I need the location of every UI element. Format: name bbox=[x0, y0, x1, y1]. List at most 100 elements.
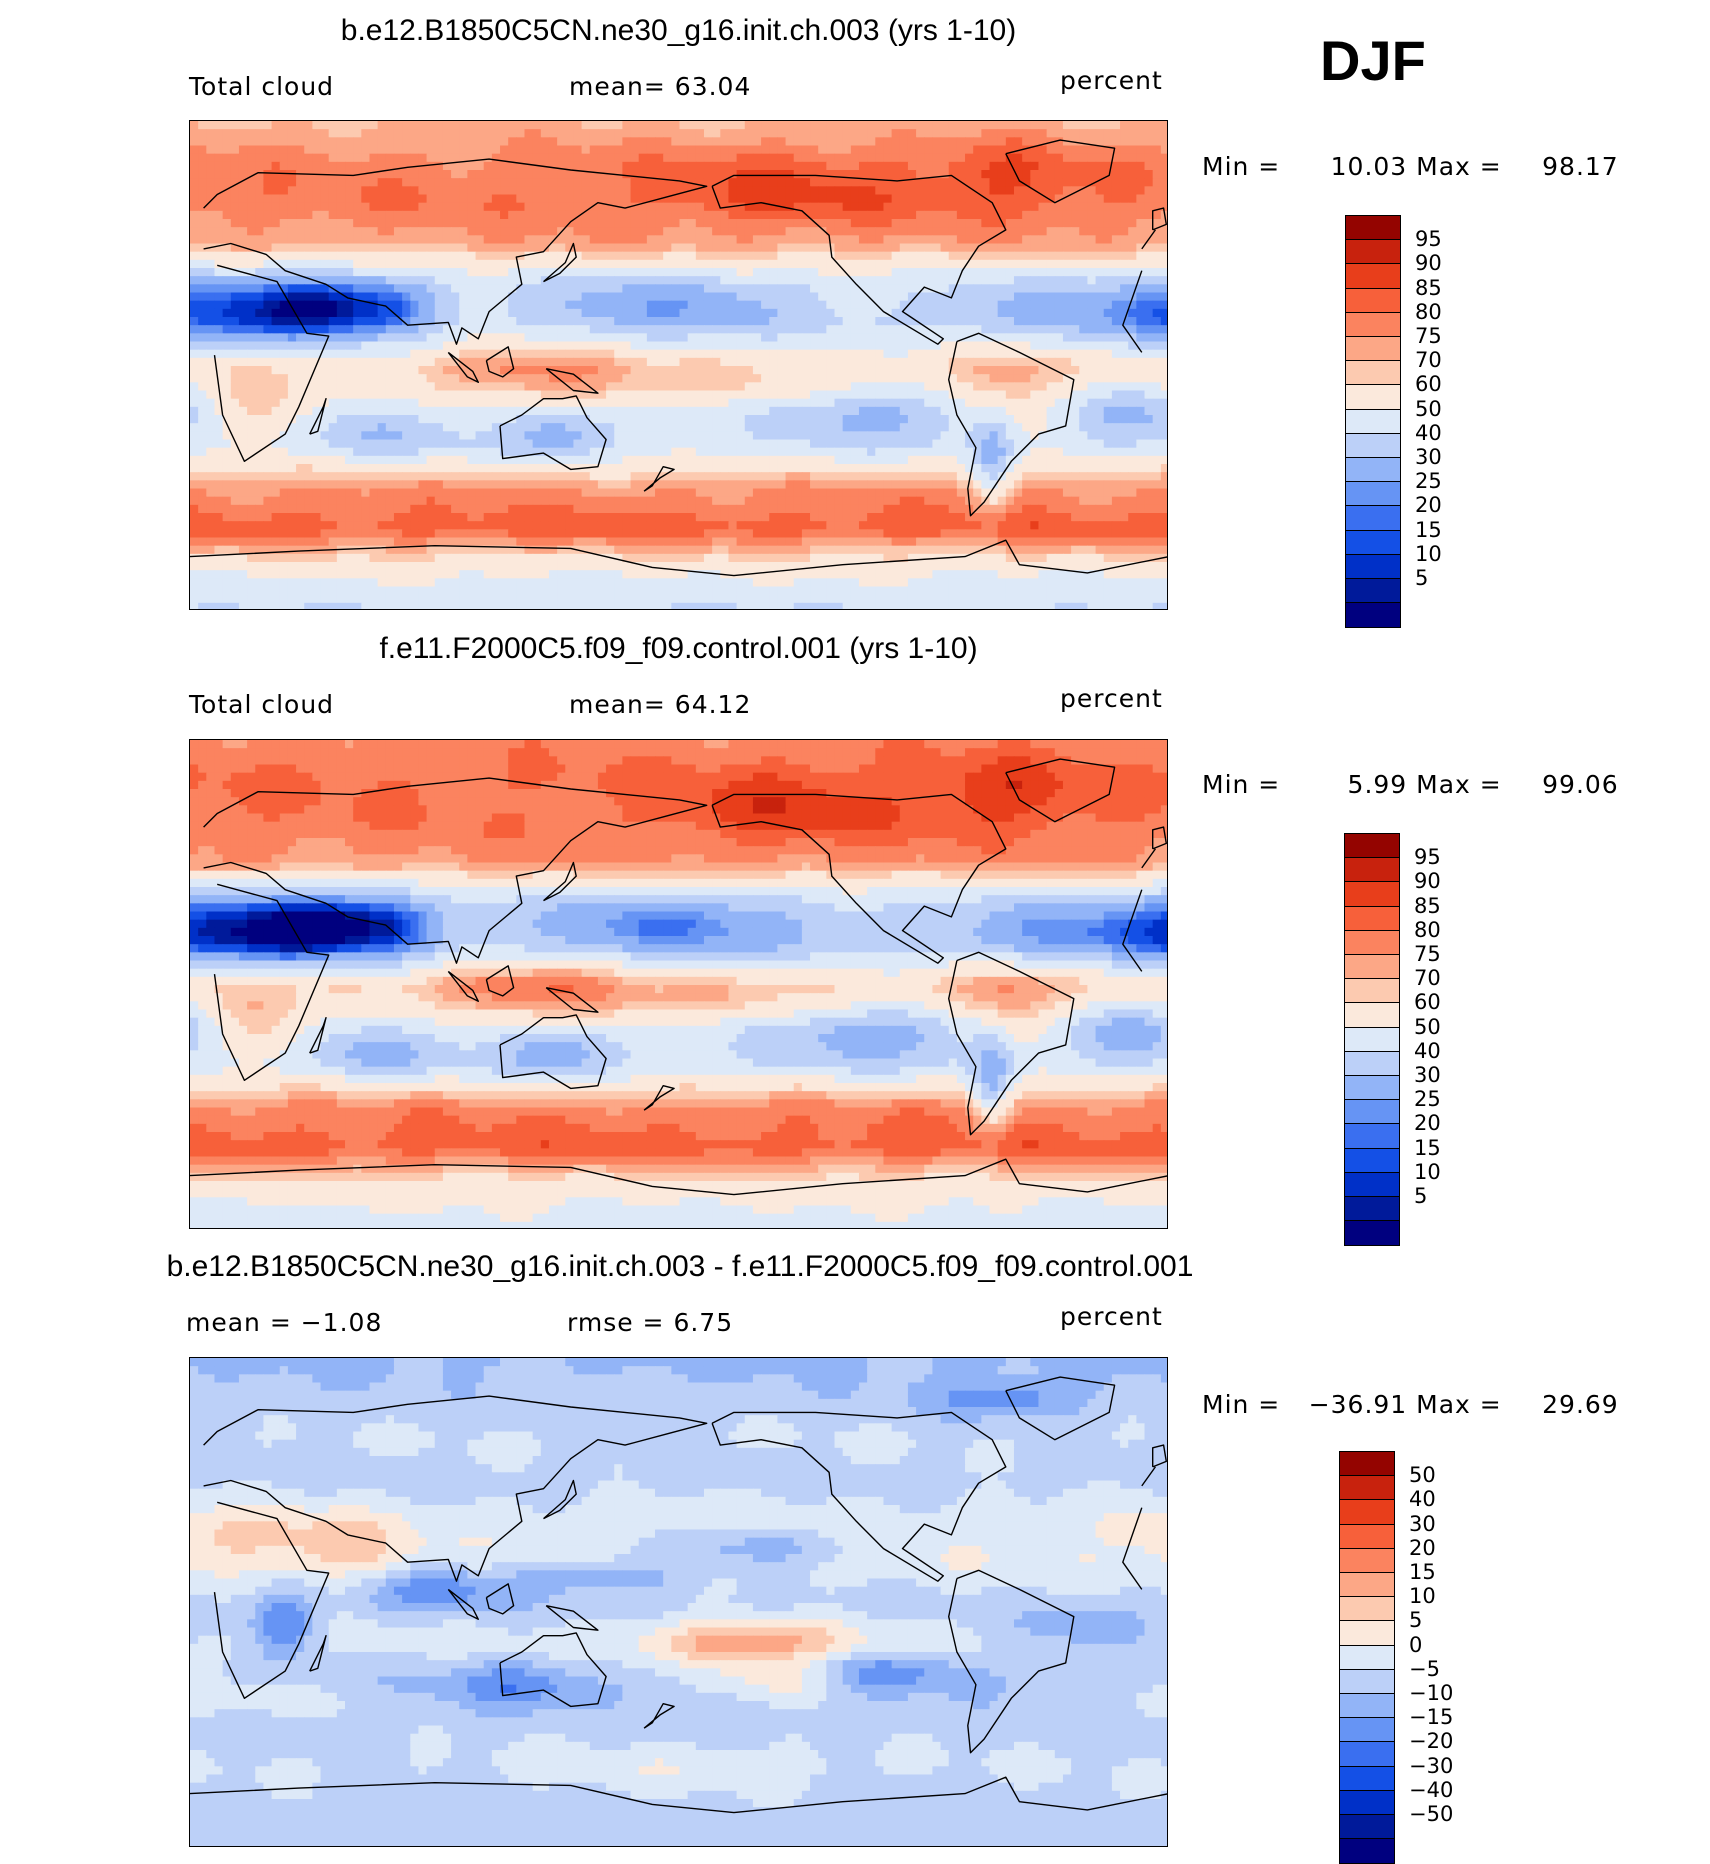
field-cell bbox=[614, 415, 623, 424]
field-cell bbox=[410, 243, 420, 253]
field-cell bbox=[573, 455, 583, 465]
field-cell bbox=[304, 398, 313, 408]
field-cell bbox=[1160, 137, 1167, 147]
field-cell bbox=[1160, 308, 1167, 318]
field-cell bbox=[793, 398, 803, 408]
field-cell bbox=[1152, 415, 1162, 424]
field-cell bbox=[524, 145, 534, 155]
field-cell bbox=[981, 170, 991, 179]
field-cell bbox=[402, 153, 411, 163]
field-cell bbox=[500, 325, 509, 334]
field-cell bbox=[230, 349, 240, 359]
field-cell bbox=[785, 251, 795, 261]
field-cell bbox=[679, 439, 689, 449]
field-cell bbox=[491, 194, 501, 204]
field-cell bbox=[655, 161, 664, 171]
field-cell bbox=[296, 235, 305, 245]
field-cell bbox=[899, 431, 909, 441]
field-cell bbox=[687, 390, 697, 400]
field-cell bbox=[1054, 292, 1064, 302]
field-cell bbox=[752, 374, 762, 383]
field-cell bbox=[981, 227, 991, 236]
field-cell bbox=[451, 129, 460, 138]
field-cell bbox=[663, 406, 672, 416]
field-cell bbox=[712, 349, 721, 359]
field-cell bbox=[263, 268, 273, 277]
field-cell bbox=[1013, 186, 1023, 196]
field-cell bbox=[255, 292, 265, 302]
field-cell bbox=[1152, 129, 1162, 138]
field-cell bbox=[728, 366, 738, 375]
field-cell bbox=[973, 390, 982, 400]
field-cell bbox=[981, 390, 991, 400]
field-cell bbox=[687, 431, 697, 441]
field-cell bbox=[720, 431, 730, 441]
field-cell bbox=[622, 317, 632, 326]
field-cell bbox=[1103, 374, 1113, 383]
field-cell bbox=[997, 333, 1007, 343]
field-cell bbox=[263, 194, 273, 204]
field-cell bbox=[500, 268, 509, 277]
field-cell bbox=[287, 374, 297, 383]
field-cell bbox=[777, 227, 787, 236]
field-cell bbox=[695, 382, 705, 392]
field-cell bbox=[679, 357, 689, 367]
field-cell bbox=[467, 227, 477, 236]
field-cell bbox=[548, 447, 558, 457]
field-cell bbox=[459, 431, 468, 441]
field-cell bbox=[557, 284, 566, 294]
field-cell bbox=[190, 406, 199, 416]
field-cell bbox=[973, 194, 982, 204]
field-cell bbox=[451, 300, 460, 310]
field-cell bbox=[622, 137, 632, 147]
field-cell bbox=[646, 153, 656, 163]
field-cell bbox=[720, 129, 730, 138]
field-cell bbox=[328, 447, 338, 457]
field-cell bbox=[287, 129, 297, 138]
field-cell bbox=[1120, 145, 1129, 155]
field-cell bbox=[663, 447, 672, 457]
field-cell bbox=[451, 325, 460, 334]
field-cell bbox=[230, 333, 240, 343]
field-cell bbox=[785, 300, 795, 310]
field-cell bbox=[1079, 259, 1089, 269]
field-cell bbox=[442, 292, 452, 302]
field-cell bbox=[312, 308, 322, 318]
field-cell bbox=[614, 284, 623, 294]
field-cell bbox=[508, 382, 517, 392]
field-cell bbox=[263, 349, 273, 359]
field-cell bbox=[500, 406, 509, 416]
field-cell bbox=[630, 341, 640, 351]
field-cell bbox=[981, 259, 991, 269]
field-cell bbox=[1005, 317, 1015, 326]
field-cell bbox=[891, 202, 901, 212]
field-cell bbox=[1128, 341, 1137, 351]
field-cell bbox=[834, 121, 844, 130]
field-cell bbox=[956, 194, 966, 204]
field-cell bbox=[891, 227, 901, 236]
field-cell bbox=[1046, 161, 1056, 171]
field-cell bbox=[467, 235, 477, 245]
field-cell bbox=[1030, 341, 1040, 351]
field-cell bbox=[1087, 202, 1097, 212]
field-cell bbox=[769, 423, 778, 432]
field-cell bbox=[891, 268, 901, 277]
field-cell bbox=[198, 423, 207, 432]
field-cell bbox=[369, 145, 379, 155]
field-cell bbox=[736, 251, 746, 261]
field-cell bbox=[459, 235, 468, 245]
field-cell bbox=[728, 455, 738, 465]
field-cell bbox=[606, 235, 615, 245]
field-cell bbox=[206, 455, 216, 465]
field-cell bbox=[965, 268, 974, 277]
field-cell bbox=[345, 284, 354, 294]
field-cell bbox=[752, 178, 762, 187]
field-cell bbox=[728, 398, 738, 408]
field-cell bbox=[1136, 374, 1146, 383]
field-cell bbox=[883, 227, 893, 236]
field-cell bbox=[190, 398, 199, 408]
field-cell bbox=[818, 366, 827, 375]
field-cell bbox=[826, 390, 836, 400]
field-cell bbox=[434, 251, 444, 261]
field-cell bbox=[475, 431, 485, 441]
